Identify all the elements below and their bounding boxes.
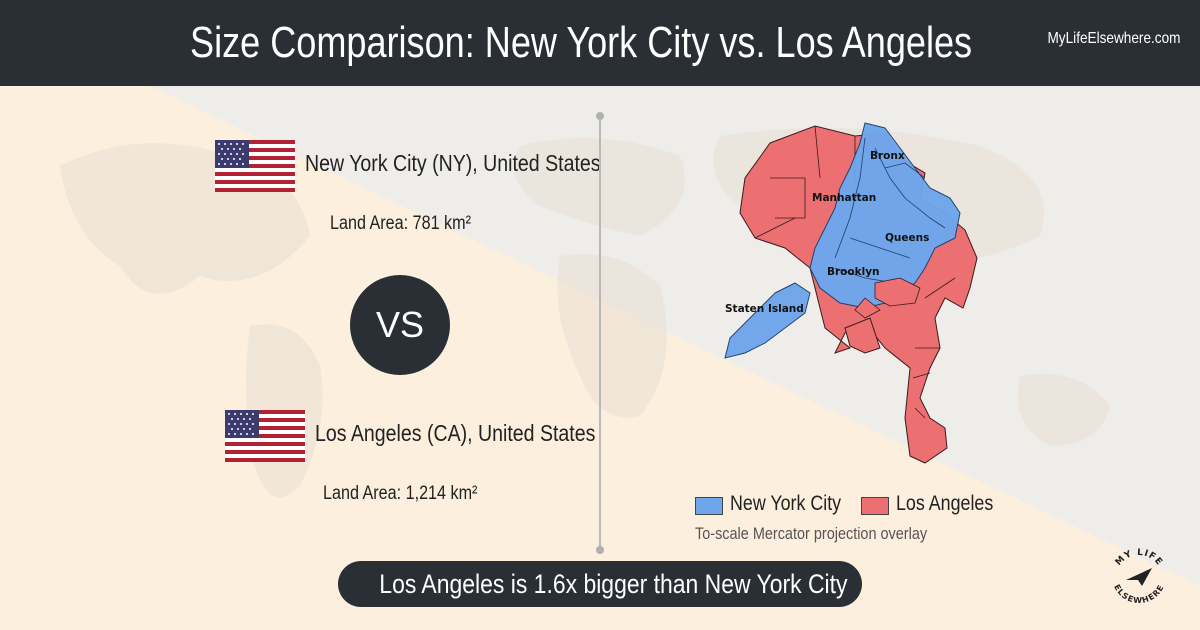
legend-label-la: Los Angeles <box>896 492 994 515</box>
label-bronx: Bronx <box>870 150 905 162</box>
legend-swatch-la <box>861 497 889 515</box>
site-link[interactable]: MyLifeElsewhere.com <box>1046 30 1180 47</box>
svg-text:MY LIFE: MY LIFE <box>1114 548 1165 568</box>
label-manhattan: Manhattan <box>812 192 876 204</box>
paper-plane-icon <box>1126 568 1152 586</box>
my-life-elsewhere-logo: MY LIFE ELSEWHERE <box>1112 548 1166 605</box>
city1-land-area: Land Area: 781 km² <box>330 213 471 234</box>
city1-name: New York City (NY), United States <box>305 150 601 176</box>
label-staten-island: Staten Island <box>725 303 804 315</box>
city-overlay-map: Bronx Manhattan Queens Brooklyn Staten I… <box>724 122 978 464</box>
projection-note: To-scale Mercator projection overlay <box>695 524 928 543</box>
label-queens: Queens <box>885 232 929 244</box>
logo-text-top: MY LIFE <box>1114 548 1164 568</box>
divider <box>599 116 601 550</box>
nyc-shape <box>724 122 961 359</box>
label-brooklyn: Brooklyn <box>827 266 880 278</box>
legend-swatch-nyc <box>695 497 723 515</box>
svg-text:ELSEWHERE: ELSEWHERE <box>1112 583 1166 605</box>
us-flag-icon <box>225 410 305 462</box>
city2-name: Los Angeles (CA), United States <box>315 420 596 446</box>
summary-text: Los Angeles is 1.6x bigger than New York… <box>379 569 848 599</box>
legend-label-nyc: New York City <box>730 492 842 515</box>
page-title: Size Comparison: New York City vs. Los A… <box>190 18 973 67</box>
city2-land-area: Land Area: 1,214 km² <box>323 483 478 504</box>
logo-text-bottom: ELSEWHERE <box>1112 583 1165 605</box>
vs-badge: VS <box>350 275 450 375</box>
header-bar: Size Comparison: New York City vs. Los A… <box>0 0 1200 86</box>
us-flag-icon <box>215 140 295 192</box>
divider-dot <box>596 112 604 120</box>
summary-banner: Los Angeles is 1.6x bigger than New York… <box>338 561 862 607</box>
divider-dot <box>596 546 604 554</box>
